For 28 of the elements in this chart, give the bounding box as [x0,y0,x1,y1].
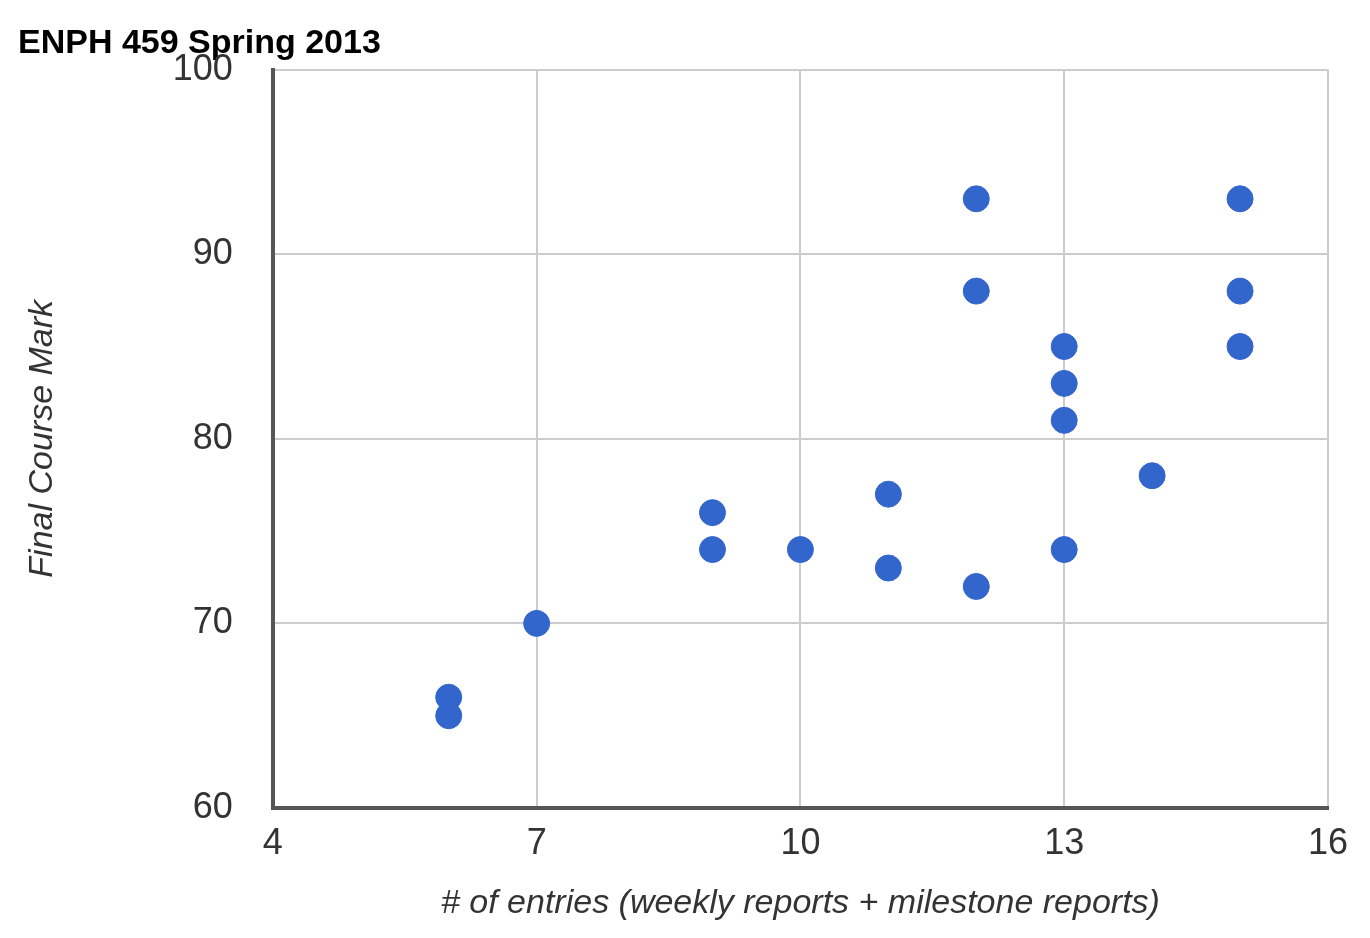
point [1226,185,1254,213]
x-tick-label: 7 [526,820,547,862]
point [1050,406,1078,434]
point [1050,333,1078,360]
point [699,536,726,564]
x-tick-label: 16 [1307,820,1348,862]
x-tick-label: 4 [262,820,283,862]
point [1050,536,1078,564]
y-tick-label: 90 [192,231,233,273]
point [962,185,990,213]
point [699,499,726,527]
y-tick-label: 80 [192,415,233,457]
point [1226,277,1254,305]
point [1050,369,1078,397]
point [1226,333,1254,360]
x-axis-title: # of entries (weekly reports + milestone reports) [440,882,1160,921]
point [874,480,902,508]
point [786,536,814,564]
point [523,609,551,637]
y-tick-label: 60 [192,784,233,826]
y-axis-title: Final Course Mark [20,297,59,578]
x-tick-label: 10 [780,820,821,862]
point [1138,462,1166,490]
point [962,277,990,305]
y-tick-label: 70 [192,600,233,642]
point [962,572,990,600]
x-tick-label: 13 [1044,820,1085,862]
point [874,554,902,582]
